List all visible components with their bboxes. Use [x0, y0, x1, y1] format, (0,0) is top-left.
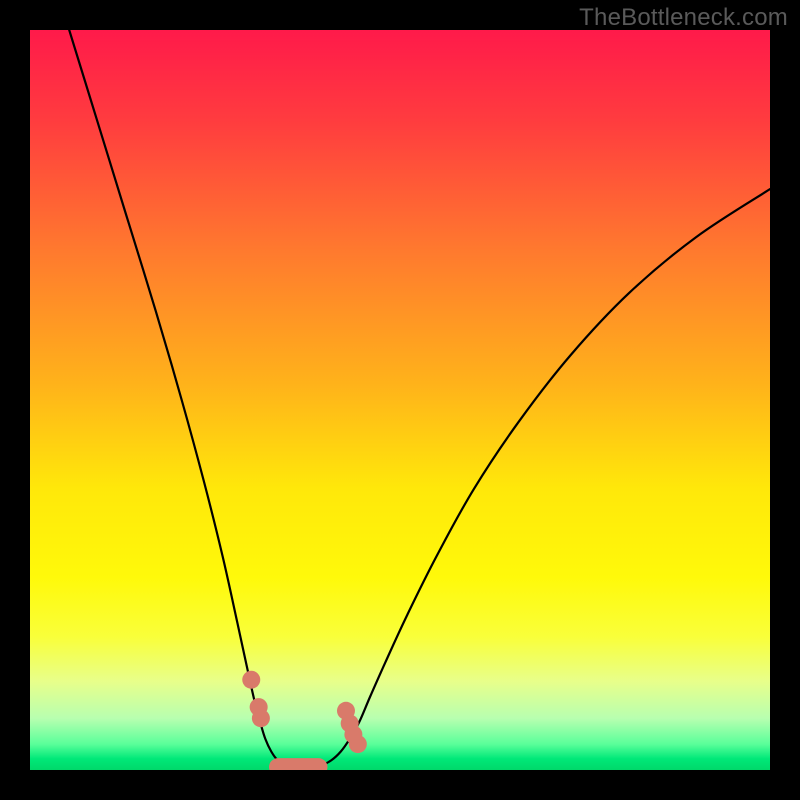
chart-markers [242, 671, 367, 770]
curve-right [298, 189, 770, 768]
curve-left [69, 30, 298, 768]
marker-dot [252, 709, 270, 727]
chart-frame [30, 30, 770, 770]
marker-dot [242, 671, 260, 689]
chart-svg [30, 30, 770, 770]
watermark-text: TheBottleneck.com [579, 4, 788, 32]
marker-dot [349, 735, 367, 753]
marker-bottom-bar [269, 758, 327, 770]
